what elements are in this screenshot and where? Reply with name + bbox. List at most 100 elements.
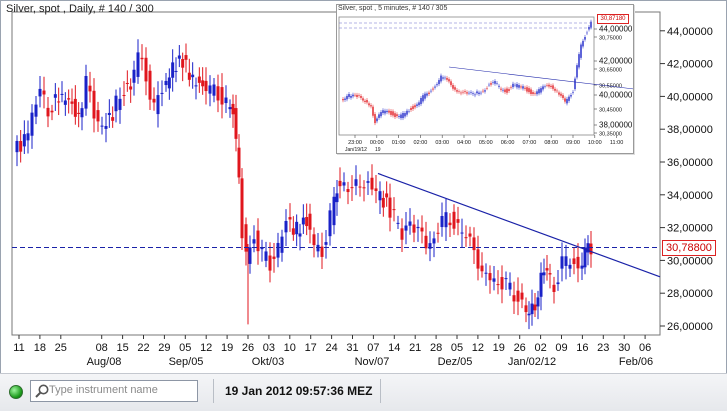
inset-chart-panel[interactable]: 44,0000030,7500042,0000030,6500030,55000… (336, 4, 635, 154)
candle-body (125, 82, 129, 84)
inset-candle-body (360, 95, 362, 98)
inset-candle-body (554, 88, 556, 91)
candle-body (328, 210, 332, 237)
candle-body (460, 232, 464, 234)
candle-body (335, 193, 339, 203)
inset-candle-body (516, 84, 518, 88)
candle-body (556, 282, 560, 285)
inset-x-tick-label: 05:00 (479, 140, 493, 146)
inset-candle-body (404, 113, 406, 117)
candle-body (508, 282, 512, 290)
candle-body (208, 85, 212, 94)
inset-candle-body (426, 93, 428, 96)
x-month-label: Aug/08 (87, 356, 122, 368)
candle-body (580, 265, 584, 269)
candle-body (57, 101, 61, 103)
instrument-search-input[interactable] (49, 382, 189, 398)
candle-body (542, 272, 546, 276)
inset-x-tick-label: 08:00 (544, 140, 558, 146)
candle-body (15, 140, 19, 153)
inset-candle-body (510, 87, 512, 88)
candle-body (464, 237, 468, 239)
candle-body (520, 292, 524, 300)
x-day-label: 28 (430, 342, 442, 354)
candle-body (191, 74, 195, 78)
x-day-label: 06 (639, 342, 651, 354)
inset-y-tick-label: 42,00000 (599, 57, 633, 66)
inset-candle-body (470, 92, 472, 93)
y-tick-label: 26,00000 (667, 321, 713, 333)
candle-body (576, 256, 580, 269)
x-day-label: 31 (346, 342, 358, 354)
x-day-label: 21 (409, 342, 421, 354)
candle-body (84, 75, 88, 109)
candle-body (416, 226, 420, 229)
candle-body (181, 59, 185, 68)
x-month-label: Nov/07 (355, 356, 390, 368)
inset-candle-body (442, 77, 444, 79)
candle-body (560, 256, 564, 269)
candle-body (148, 70, 152, 100)
inset-candle-body (422, 95, 424, 102)
inset-x-tick-label: 03:00 (435, 140, 449, 146)
inset-candle-body (394, 113, 396, 118)
inset-y-tick-label: 30,75000 (599, 36, 622, 42)
y-tick-label: 34,00000 (667, 190, 713, 202)
y-tick-label: 28,00000 (667, 288, 713, 300)
search-icon (35, 384, 49, 398)
inset-candle-body (418, 102, 420, 106)
inset-candle-body (584, 36, 586, 40)
candle-body (34, 104, 38, 117)
inset-candle-body (368, 103, 370, 106)
x-day-label: 29 (158, 342, 170, 354)
x-day-label: 19 (221, 342, 233, 354)
inset-candle-body (546, 85, 548, 86)
inset-candle-body (568, 96, 570, 101)
candle-body (288, 217, 292, 220)
inset-price-badge: 30,87180 (597, 14, 629, 24)
inset-candle-body (492, 82, 494, 83)
candle-body (204, 80, 208, 92)
inset-candle-body (536, 91, 538, 95)
inset-candle-body (456, 90, 458, 92)
inset-candle-body (522, 86, 524, 89)
instrument-search-box[interactable] (30, 380, 198, 402)
candle-body (220, 87, 224, 105)
inset-candle-body (580, 44, 582, 58)
inset-y-tick-label: 38,00000 (599, 121, 633, 130)
inset-candle-body (460, 92, 462, 94)
inset-candle-body (378, 114, 380, 118)
candle-body (156, 95, 160, 115)
candle-body (92, 90, 96, 119)
inset-y-tick-label: 30,65000 (599, 68, 622, 74)
inset-candle-body (508, 89, 510, 91)
candle-body (385, 193, 389, 198)
y-tick-label: 36,00000 (667, 157, 713, 169)
candle-body (30, 112, 34, 136)
candle-body (77, 112, 81, 114)
inset-candle-body (434, 86, 436, 88)
candle-body (100, 125, 104, 127)
inset-candle-body (452, 85, 454, 89)
x-day-label: 03 (263, 342, 275, 354)
inset-candle-body (526, 87, 528, 92)
candle-body (171, 62, 175, 78)
candle-body (358, 186, 362, 188)
candle-body (26, 133, 30, 141)
candle-body (88, 85, 92, 92)
y-tick-label: 30,00000 (667, 255, 713, 267)
candle-body (53, 94, 57, 98)
candle-body (381, 197, 385, 208)
candle-body (545, 268, 549, 271)
status-separator (380, 379, 381, 403)
inset-candle-body (380, 112, 382, 117)
x-day-label: 23 (597, 342, 609, 354)
candle-body (362, 187, 366, 189)
inset-price-chart[interactable]: 44,0000030,7500042,0000030,6500030,55000… (337, 5, 635, 153)
candle-body (174, 70, 178, 72)
candle-body (212, 84, 216, 96)
x-day-label: 15 (116, 342, 128, 354)
inset-candle-body (376, 118, 378, 122)
candle-body (184, 55, 188, 60)
inset-trendline (448, 66, 635, 90)
